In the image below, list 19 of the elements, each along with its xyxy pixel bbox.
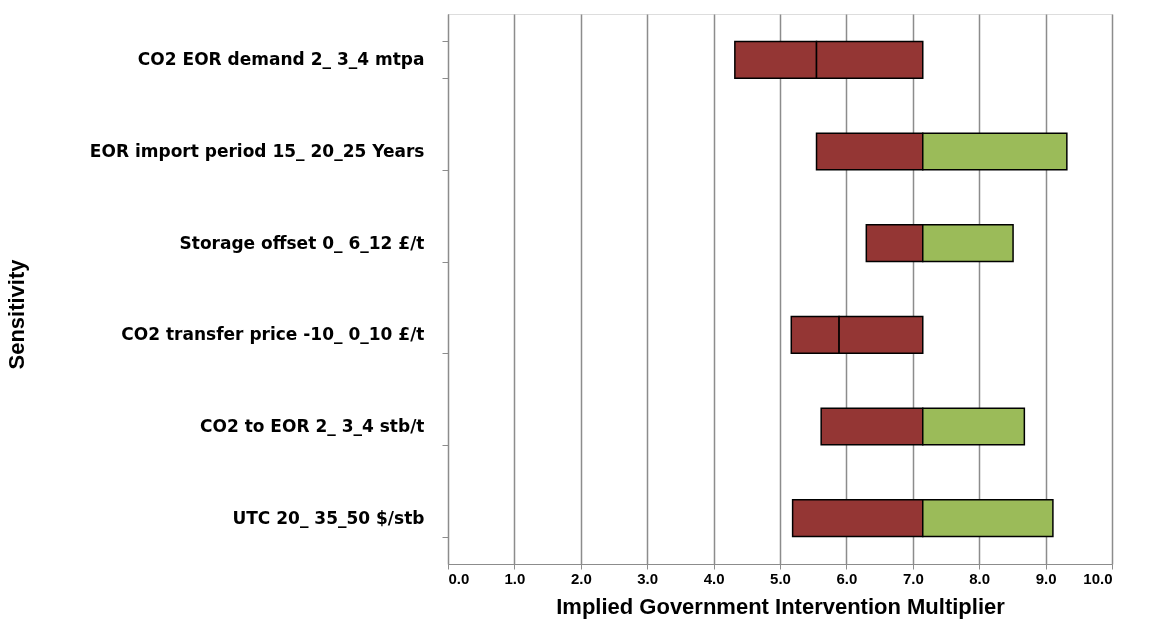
y-axis-title: Sensitivity	[3, 258, 29, 370]
y-tick-label: Storage offset 0_ 6_12 £/t	[179, 232, 425, 253]
x-tick-label: 4.0	[703, 569, 725, 587]
x-tick-label: 0.0	[448, 569, 470, 587]
y-tick-label: CO2 to EOR 2_ 3_4 stb/t	[199, 416, 425, 436]
x-tick-label: 7.0	[902, 569, 924, 587]
y-tick-label: UTC 20_ 35_50 $/stb	[232, 507, 425, 528]
y-tick-label: CO2 EOR demand 2_ 3_4 mtpa	[137, 49, 425, 70]
x-tick-label: 8.0	[969, 569, 991, 587]
x-tick-label: 2.0	[570, 569, 592, 587]
x-tick-label: 1.0	[504, 569, 526, 587]
x-axis-title: Implied Government Intervention Multiplier	[556, 593, 1006, 619]
x-tick-label: 10.0	[1083, 569, 1113, 587]
y-tick-label: EOR import period 15_ 20_25 Years	[89, 141, 425, 161]
x-tick-label: 3.0	[637, 569, 659, 587]
x-tick-label: 9.0	[1035, 569, 1057, 587]
y-tick-label: CO2 transfer price -10_ 0_10 £/t	[121, 324, 425, 345]
x-tick-label: 6.0	[836, 569, 858, 587]
x-tick-label: 5.0	[770, 569, 791, 587]
